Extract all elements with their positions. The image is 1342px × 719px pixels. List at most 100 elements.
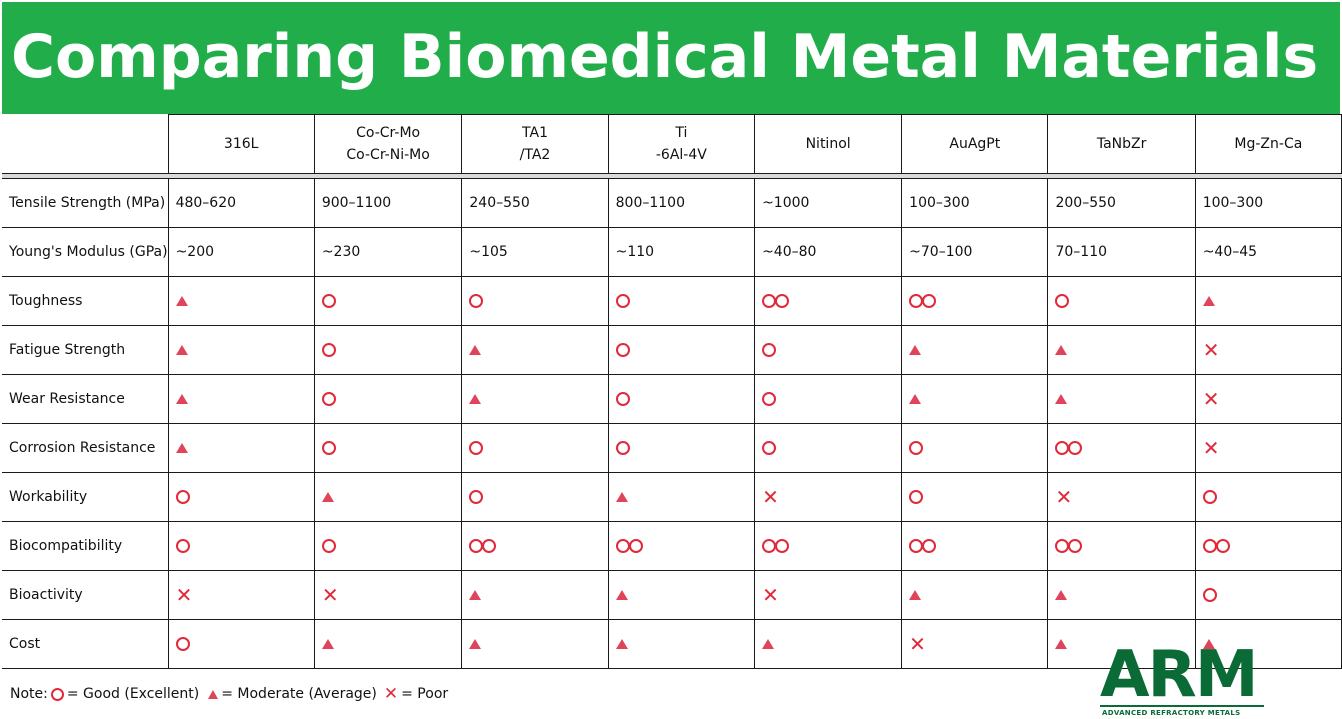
table-cell: ✕	[901, 619, 1049, 669]
circle-good-icon	[469, 490, 484, 504]
triangle-moderate-icon	[469, 639, 482, 649]
cross-poor-icon: ✕	[1055, 485, 1073, 509]
arm-logo: ARM ADVANCED REFRACTORY METALS	[1100, 638, 1264, 718]
circle-good-icon	[762, 343, 777, 357]
row-label: Bioactivity	[2, 570, 169, 620]
column-header: Co-Cr-Mo Co-Cr-Ni-Mo	[313, 114, 463, 174]
table-cell: 800–1100	[607, 178, 756, 228]
row-label: Corrosion Resistance	[2, 423, 169, 473]
circle-good-icon	[1202, 490, 1217, 504]
triangle-moderate-icon	[909, 394, 922, 404]
circle-good-icon	[469, 294, 484, 308]
table-cell	[901, 423, 1049, 473]
table-row: Tensile Strength (MPa) 480–620 900–1100 240…	[2, 178, 1342, 228]
table-cell	[461, 374, 609, 424]
table-cell	[1047, 325, 1196, 375]
triangle-moderate-icon	[1055, 394, 1068, 404]
table-cell	[901, 472, 1049, 522]
table-cell: 900–1100	[313, 178, 463, 228]
circle-good-icon	[615, 392, 630, 406]
legend-note: Note: = Good (Excellent) = Moderate (Ave…	[10, 684, 448, 704]
cross-poor-icon: ✕	[1202, 387, 1220, 411]
logo-subtitle: ADVANCED REFRACTORY METALS	[1102, 709, 1241, 717]
table-row: Corrosion Resistance ✕	[2, 423, 1342, 473]
table-cell	[1047, 570, 1196, 620]
table-cell: ✕	[167, 570, 315, 620]
header-row: 316L Co-Cr-Mo Co-Cr-Ni-Mo TA1/TA2 Ti -6Al-4V N…	[2, 114, 1342, 174]
cross-poor-icon: ✕	[1202, 436, 1220, 460]
table-cell	[1047, 276, 1196, 326]
table-cell	[167, 374, 315, 424]
circle-good-icon	[615, 343, 630, 357]
triangle-moderate-icon	[469, 590, 482, 600]
column-header: Ti -6Al-4V	[607, 114, 756, 174]
triangle-moderate-icon	[615, 590, 628, 600]
table-row: Wear Resistance ✕	[2, 374, 1342, 424]
double-circle-excellent-icon	[615, 539, 643, 553]
table-cell	[901, 374, 1049, 424]
table-row: Workability ✕ ✕	[2, 472, 1342, 522]
circle-good-icon	[321, 392, 336, 406]
cross-poor-icon: ✕	[1202, 338, 1220, 362]
circle-good-icon	[321, 539, 336, 553]
table-cell	[607, 423, 756, 473]
circle-good-icon	[50, 687, 64, 701]
table-cell	[901, 325, 1049, 375]
table-cell	[1194, 472, 1342, 522]
table-cell: 100–300	[901, 178, 1049, 228]
table-cell	[607, 472, 756, 522]
triangle-moderate-icon	[1055, 345, 1068, 355]
column-header: TA1/TA2	[461, 114, 609, 174]
note-moderate: = Moderate (Average)	[221, 686, 377, 702]
table-cell	[461, 325, 609, 375]
table-cell	[754, 374, 903, 424]
table-cell	[1194, 276, 1342, 326]
triangle-moderate-icon	[909, 345, 922, 355]
table-cell: ✕	[1194, 423, 1342, 473]
table-cell: 240–550	[461, 178, 609, 228]
table-cell	[754, 325, 903, 375]
cross-poor-icon: ✕	[321, 583, 339, 607]
table-cell: ✕	[1194, 325, 1342, 375]
double-circle-excellent-icon	[762, 539, 790, 553]
cross-poor-icon: ✕	[762, 583, 779, 607]
logo-text: ARM	[1100, 638, 1258, 712]
circle-good-icon	[321, 441, 336, 455]
double-circle-excellent-icon	[762, 294, 790, 308]
page-title: Comparing Biomedical Metal Materials	[11, 22, 1319, 92]
table-cell: ~230	[313, 227, 463, 277]
circle-good-icon	[1202, 588, 1217, 602]
double-circle-excellent-icon	[1055, 441, 1083, 455]
table-cell	[607, 325, 756, 375]
circle-good-icon	[175, 539, 190, 553]
table-cell	[901, 276, 1049, 326]
note-poor: = Poor	[401, 686, 449, 702]
cross-poor-icon: ✕	[175, 583, 193, 607]
table-row: Toughness	[2, 276, 1342, 326]
table-cell	[313, 521, 463, 571]
table-cell	[1194, 619, 1342, 669]
row-label: Tensile Strength (MPa)	[2, 178, 169, 228]
table-cell	[607, 570, 756, 620]
row-label: Fatigue Strength	[2, 325, 169, 375]
triangle-moderate-icon	[762, 639, 775, 649]
table-cell	[754, 619, 903, 669]
table-cell: ~40–45	[1194, 227, 1342, 277]
table-cell	[313, 325, 463, 375]
table-cell	[607, 374, 756, 424]
table-cell	[1047, 374, 1196, 424]
row-label: Workability	[2, 472, 169, 522]
triangle-moderate-icon	[909, 590, 922, 600]
double-circle-excellent-icon	[909, 539, 937, 553]
table-cell	[313, 472, 463, 522]
triangle-moderate-icon	[1202, 639, 1215, 649]
circle-good-icon	[469, 441, 484, 455]
double-circle-excellent-icon	[909, 294, 937, 308]
triangle-moderate-icon	[1055, 639, 1068, 649]
table-cell: ~1000	[754, 178, 903, 228]
triangle-moderate-icon	[208, 689, 219, 699]
table-cell	[167, 276, 315, 326]
table-row: Cost ✕	[2, 619, 1342, 669]
table-row: Bioactivity ✕ ✕ ✕	[2, 570, 1342, 620]
row-label: Wear Resistance	[2, 374, 169, 424]
